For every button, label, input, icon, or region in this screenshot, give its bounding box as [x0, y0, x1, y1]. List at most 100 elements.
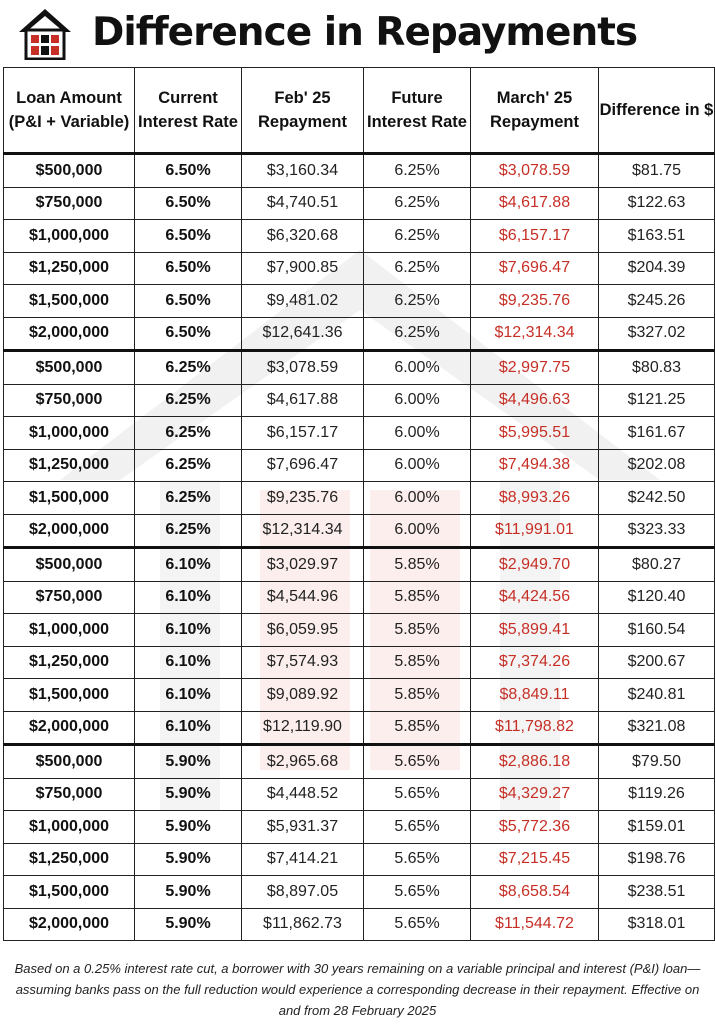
- difference-cell: $80.83: [598, 349, 715, 385]
- current-rate-cell: 5.90%: [134, 810, 242, 844]
- march-repayment-cell: $5,995.51: [470, 416, 599, 450]
- current-rate-cell: 6.10%: [134, 678, 242, 712]
- future-rate-cell: 6.00%: [363, 416, 471, 450]
- difference-cell: $160.54: [598, 613, 715, 647]
- difference-cell: $161.67: [598, 416, 715, 450]
- feb-repayment-cell: $9,481.02: [241, 284, 364, 318]
- table-row: $1,000,000 6.10% $6,059.95 5.85% $5,899.41 $1…: [3, 613, 715, 647]
- march-repayment-cell: $2,949.70: [470, 546, 599, 582]
- difference-cell: $202.08: [598, 448, 715, 482]
- current-rate-cell: 6.10%: [134, 546, 242, 582]
- future-rate-cell: 6.25%: [363, 316, 471, 351]
- march-repayment-cell: $4,496.63: [470, 383, 599, 417]
- march-repayment-cell: $11,798.82: [470, 710, 599, 745]
- march-repayment-cell: $7,215.45: [470, 842, 599, 876]
- difference-cell: $119.26: [598, 777, 715, 811]
- difference-cell: $321.08: [598, 710, 715, 745]
- feb-repayment-cell: $7,574.93: [241, 645, 364, 679]
- header-loan-amount: Loan Amount (P&I + Variable): [3, 67, 135, 155]
- difference-cell: $327.02: [598, 316, 715, 351]
- future-rate-cell: 5.65%: [363, 743, 471, 779]
- table-row: $750,000 6.10% $4,544.96 5.85% $4,424.56 $120…: [3, 580, 715, 614]
- difference-cell: $81.75: [598, 153, 715, 188]
- difference-cell: $121.25: [598, 383, 715, 417]
- feb-repayment-cell: $9,089.92: [241, 678, 364, 712]
- table-row: $1,250,000 6.10% $7,574.93 5.85% $7,374.26 $2…: [3, 645, 715, 679]
- future-rate-cell: 6.25%: [363, 186, 471, 220]
- feb-repayment-cell: $3,029.97: [241, 546, 364, 582]
- current-rate-cell: 6.25%: [134, 513, 242, 548]
- feb-repayment-cell: $7,414.21: [241, 842, 364, 876]
- march-repayment-cell: $8,658.54: [470, 875, 599, 909]
- feb-repayment-cell: $4,448.52: [241, 777, 364, 811]
- loan-amount-cell: $500,000: [3, 349, 135, 385]
- feb-repayment-cell: $12,641.36: [241, 316, 364, 351]
- loan-amount-cell: $1,000,000: [3, 219, 135, 253]
- march-repayment-cell: $6,157.17: [470, 219, 599, 253]
- loan-amount-cell: $1,250,000: [3, 448, 135, 482]
- loan-amount-cell: $750,000: [3, 186, 135, 220]
- table-row: $1,000,000 6.25% $6,157.17 6.00% $5,995.51 $1…: [3, 416, 715, 450]
- current-rate-cell: 6.50%: [134, 316, 242, 351]
- future-rate-cell: 6.25%: [363, 219, 471, 253]
- current-rate-cell: 5.90%: [134, 875, 242, 909]
- table-body: $500,000 6.50% $3,160.34 6.25% $3,078.59 $81.…: [3, 153, 715, 941]
- loan-amount-cell: $2,000,000: [3, 907, 135, 941]
- table-row: $1,250,000 6.25% $7,696.47 6.00% $7,494.38 $2…: [3, 448, 715, 482]
- loan-amount-cell: $750,000: [3, 777, 135, 811]
- difference-cell: $240.81: [598, 678, 715, 712]
- march-repayment-cell: $8,993.26: [470, 481, 599, 515]
- difference-cell: $200.67: [598, 645, 715, 679]
- current-rate-cell: 6.10%: [134, 613, 242, 647]
- march-repayment-cell: $4,329.27: [470, 777, 599, 811]
- difference-cell: $242.50: [598, 481, 715, 515]
- header: Difference in Repayments: [0, 0, 715, 66]
- future-rate-cell: 5.65%: [363, 907, 471, 941]
- future-rate-cell: 6.00%: [363, 448, 471, 482]
- march-repayment-cell: $8,849.11: [470, 678, 599, 712]
- header-row: Loan Amount (P&I + Variable) Current Int…: [3, 67, 715, 155]
- loan-amount-cell: $1,500,000: [3, 284, 135, 318]
- loan-amount-cell: $2,000,000: [3, 316, 135, 351]
- march-repayment-cell: $7,696.47: [470, 251, 599, 285]
- loan-amount-cell: $500,000: [3, 153, 135, 188]
- current-rate-cell: 6.10%: [134, 645, 242, 679]
- current-rate-cell: 5.90%: [134, 743, 242, 779]
- current-rate-cell: 5.90%: [134, 842, 242, 876]
- current-rate-cell: 6.25%: [134, 349, 242, 385]
- feb-repayment-cell: $4,544.96: [241, 580, 364, 614]
- march-repayment-cell: $5,899.41: [470, 613, 599, 647]
- loan-amount-cell: $1,000,000: [3, 416, 135, 450]
- loan-amount-cell: $1,250,000: [3, 645, 135, 679]
- table-row: $500,000 6.10% $3,029.97 5.85% $2,949.70 $80.…: [3, 546, 715, 582]
- future-rate-cell: 5.85%: [363, 613, 471, 647]
- future-rate-cell: 5.85%: [363, 645, 471, 679]
- future-rate-cell: 6.25%: [363, 153, 471, 188]
- feb-repayment-cell: $5,931.37: [241, 810, 364, 844]
- difference-cell: $120.40: [598, 580, 715, 614]
- current-rate-cell: 6.10%: [134, 580, 242, 614]
- future-rate-cell: 5.85%: [363, 678, 471, 712]
- current-rate-cell: 6.25%: [134, 481, 242, 515]
- table-row: $2,000,000 6.10% $12,119.90 5.85% $11,798.82…: [3, 710, 715, 745]
- march-repayment-cell: $2,886.18: [470, 743, 599, 779]
- future-rate-cell: 5.65%: [363, 875, 471, 909]
- loan-amount-cell: $1,250,000: [3, 842, 135, 876]
- header-march-repayment: March' 25 Repayment: [470, 67, 599, 155]
- difference-cell: $159.01: [598, 810, 715, 844]
- loan-amount-cell: $1,500,000: [3, 875, 135, 909]
- repayment-table: Loan Amount (P&I + Variable) Current Int…: [3, 67, 715, 941]
- current-rate-cell: 6.50%: [134, 153, 242, 188]
- table-row: $750,000 5.90% $4,448.52 5.65% $4,329.27 $119…: [3, 777, 715, 811]
- loan-amount-cell: $500,000: [3, 743, 135, 779]
- current-rate-cell: 5.90%: [134, 777, 242, 811]
- current-rate-cell: 6.25%: [134, 383, 242, 417]
- difference-cell: $318.01: [598, 907, 715, 941]
- current-rate-cell: 6.10%: [134, 710, 242, 745]
- header-difference: Difference in $: [598, 67, 715, 155]
- march-repayment-cell: $12,314.34: [470, 316, 599, 351]
- march-repayment-cell: $9,235.76: [470, 284, 599, 318]
- table-row: $1,000,000 5.90% $5,931.37 5.65% $5,772.36 $1…: [3, 810, 715, 844]
- future-rate-cell: 5.65%: [363, 842, 471, 876]
- difference-cell: $80.27: [598, 546, 715, 582]
